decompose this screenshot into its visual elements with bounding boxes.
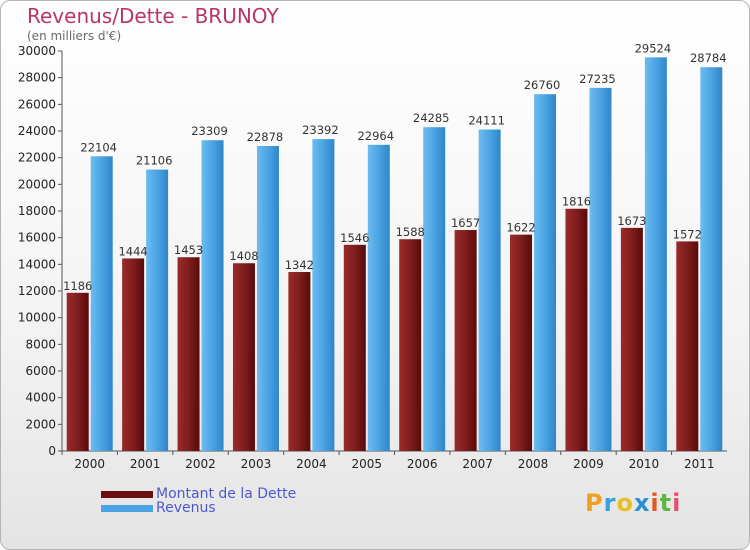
debt-bar: [399, 239, 422, 451]
chart-subtitle: (en milliers d'€): [27, 29, 122, 43]
legend-swatch-debt: [101, 490, 153, 498]
debt-data-label: 1453: [174, 243, 203, 257]
debt-bar: [66, 292, 89, 451]
revenus-bar: [700, 67, 723, 452]
logo-letter: t: [659, 489, 673, 517]
revenus-bar: [146, 169, 169, 451]
revenus-bar: [90, 156, 113, 451]
x-tick-label: 2003: [241, 457, 272, 471]
x-tick-label: 2002: [185, 457, 216, 471]
x-tick-label: 2006: [407, 457, 438, 471]
y-tick-label: 6000: [25, 364, 56, 378]
debt-bar: [676, 241, 699, 451]
debt-bar: [288, 272, 311, 451]
revenus-bar: [256, 145, 279, 451]
y-tick-label: 8000: [25, 337, 56, 351]
legend-item-debt: Montant de la Dette: [101, 486, 297, 502]
logo-letter: r: [603, 489, 617, 517]
debt-bar: [122, 258, 145, 451]
proxiti-logo: Proxiti: [585, 489, 681, 517]
y-tick-label: 16000: [18, 231, 56, 245]
revenus-bar: [589, 87, 612, 451]
debt-bar: [510, 234, 533, 451]
debt-data-label: 1408: [229, 249, 258, 263]
debt-bar: [565, 208, 588, 451]
logo-letter: i: [672, 489, 682, 517]
debt-data-label: 1342: [285, 258, 314, 272]
revenus-data-label: 22878: [247, 130, 284, 144]
debt-bar: [343, 244, 366, 451]
x-tick-label: 2011: [684, 457, 715, 471]
x-tick-label: 2010: [629, 457, 660, 471]
debt-bar: [177, 257, 200, 451]
logo-letter: i: [650, 489, 660, 517]
y-tick-label: 18000: [18, 204, 56, 218]
y-tick-label: 24000: [18, 124, 56, 138]
y-tick-label: 10000: [18, 311, 56, 325]
revenus-data-label: 29524: [635, 41, 672, 55]
revenus-bar: [201, 140, 224, 452]
debt-bar: [620, 227, 643, 451]
x-tick-label: 2001: [130, 457, 161, 471]
y-tick-label: 30000: [18, 44, 56, 58]
revenus-bar: [312, 139, 335, 451]
revenus-data-label: 21106: [136, 154, 173, 168]
debt-data-label: 1572: [673, 227, 702, 241]
revenus-data-label: 23392: [302, 123, 339, 137]
debt-data-label: 1816: [562, 195, 591, 209]
legend-label-revenus: Revenus: [156, 500, 216, 516]
revenus-data-label: 22104: [80, 140, 117, 154]
debt-bar: [454, 230, 477, 451]
debt-bar: [232, 263, 255, 451]
y-tick-label: 20000: [18, 177, 56, 191]
x-tick-label: 2005: [352, 457, 383, 471]
debt-data-label: 1673: [617, 214, 646, 228]
debt-data-label: 1588: [396, 225, 425, 239]
revenus-data-label: 24285: [413, 111, 450, 125]
y-tick-label: 22000: [18, 151, 56, 165]
revenus-bar: [367, 144, 390, 451]
debt-data-label: 1186: [63, 279, 92, 293]
legend-swatch-revenus: [101, 504, 153, 512]
debt-data-label: 1546: [340, 231, 369, 245]
revenus-data-label: 26760: [524, 78, 561, 92]
x-tick-label: 2007: [462, 457, 493, 471]
logo-letter: P: [585, 489, 604, 517]
revenus-data-label: 24111: [468, 114, 505, 128]
logo-letter: o: [616, 489, 634, 517]
debt-data-label: 1657: [451, 216, 480, 230]
revenus-data-label: 27235: [579, 72, 616, 86]
chart-legend: Montant de la Dette Revenus: [101, 486, 297, 516]
y-tick-label: 26000: [18, 97, 56, 111]
revenus-bar: [534, 94, 557, 451]
y-tick-label: 14000: [18, 257, 56, 271]
x-tick-label: 2008: [518, 457, 549, 471]
revenus-bar: [644, 57, 667, 451]
legend-label-debt: Montant de la Dette: [156, 486, 297, 502]
revenus-data-label: 22964: [357, 129, 394, 143]
x-tick-label: 2004: [296, 457, 327, 471]
revenus-data-label: 28784: [690, 51, 727, 65]
revenus-data-label: 23309: [191, 124, 228, 138]
y-tick-label: 2000: [25, 417, 56, 431]
x-tick-label: 2009: [573, 457, 604, 471]
y-tick-label: 28000: [18, 71, 56, 85]
y-tick-label: 0: [48, 444, 56, 458]
revenus-bar: [478, 129, 501, 451]
revenus-bar: [423, 127, 446, 451]
debt-data-label: 1622: [506, 221, 535, 235]
debt-data-label: 1444: [118, 244, 147, 258]
y-tick-label: 4000: [25, 391, 56, 405]
logo-letter: x: [633, 489, 651, 517]
chart-title: Revenus/Dette - BRUNOY: [27, 4, 279, 28]
y-tick-label: 12000: [18, 284, 56, 298]
legend-item-revenus: Revenus: [101, 500, 296, 516]
x-tick-label: 2000: [74, 457, 105, 471]
